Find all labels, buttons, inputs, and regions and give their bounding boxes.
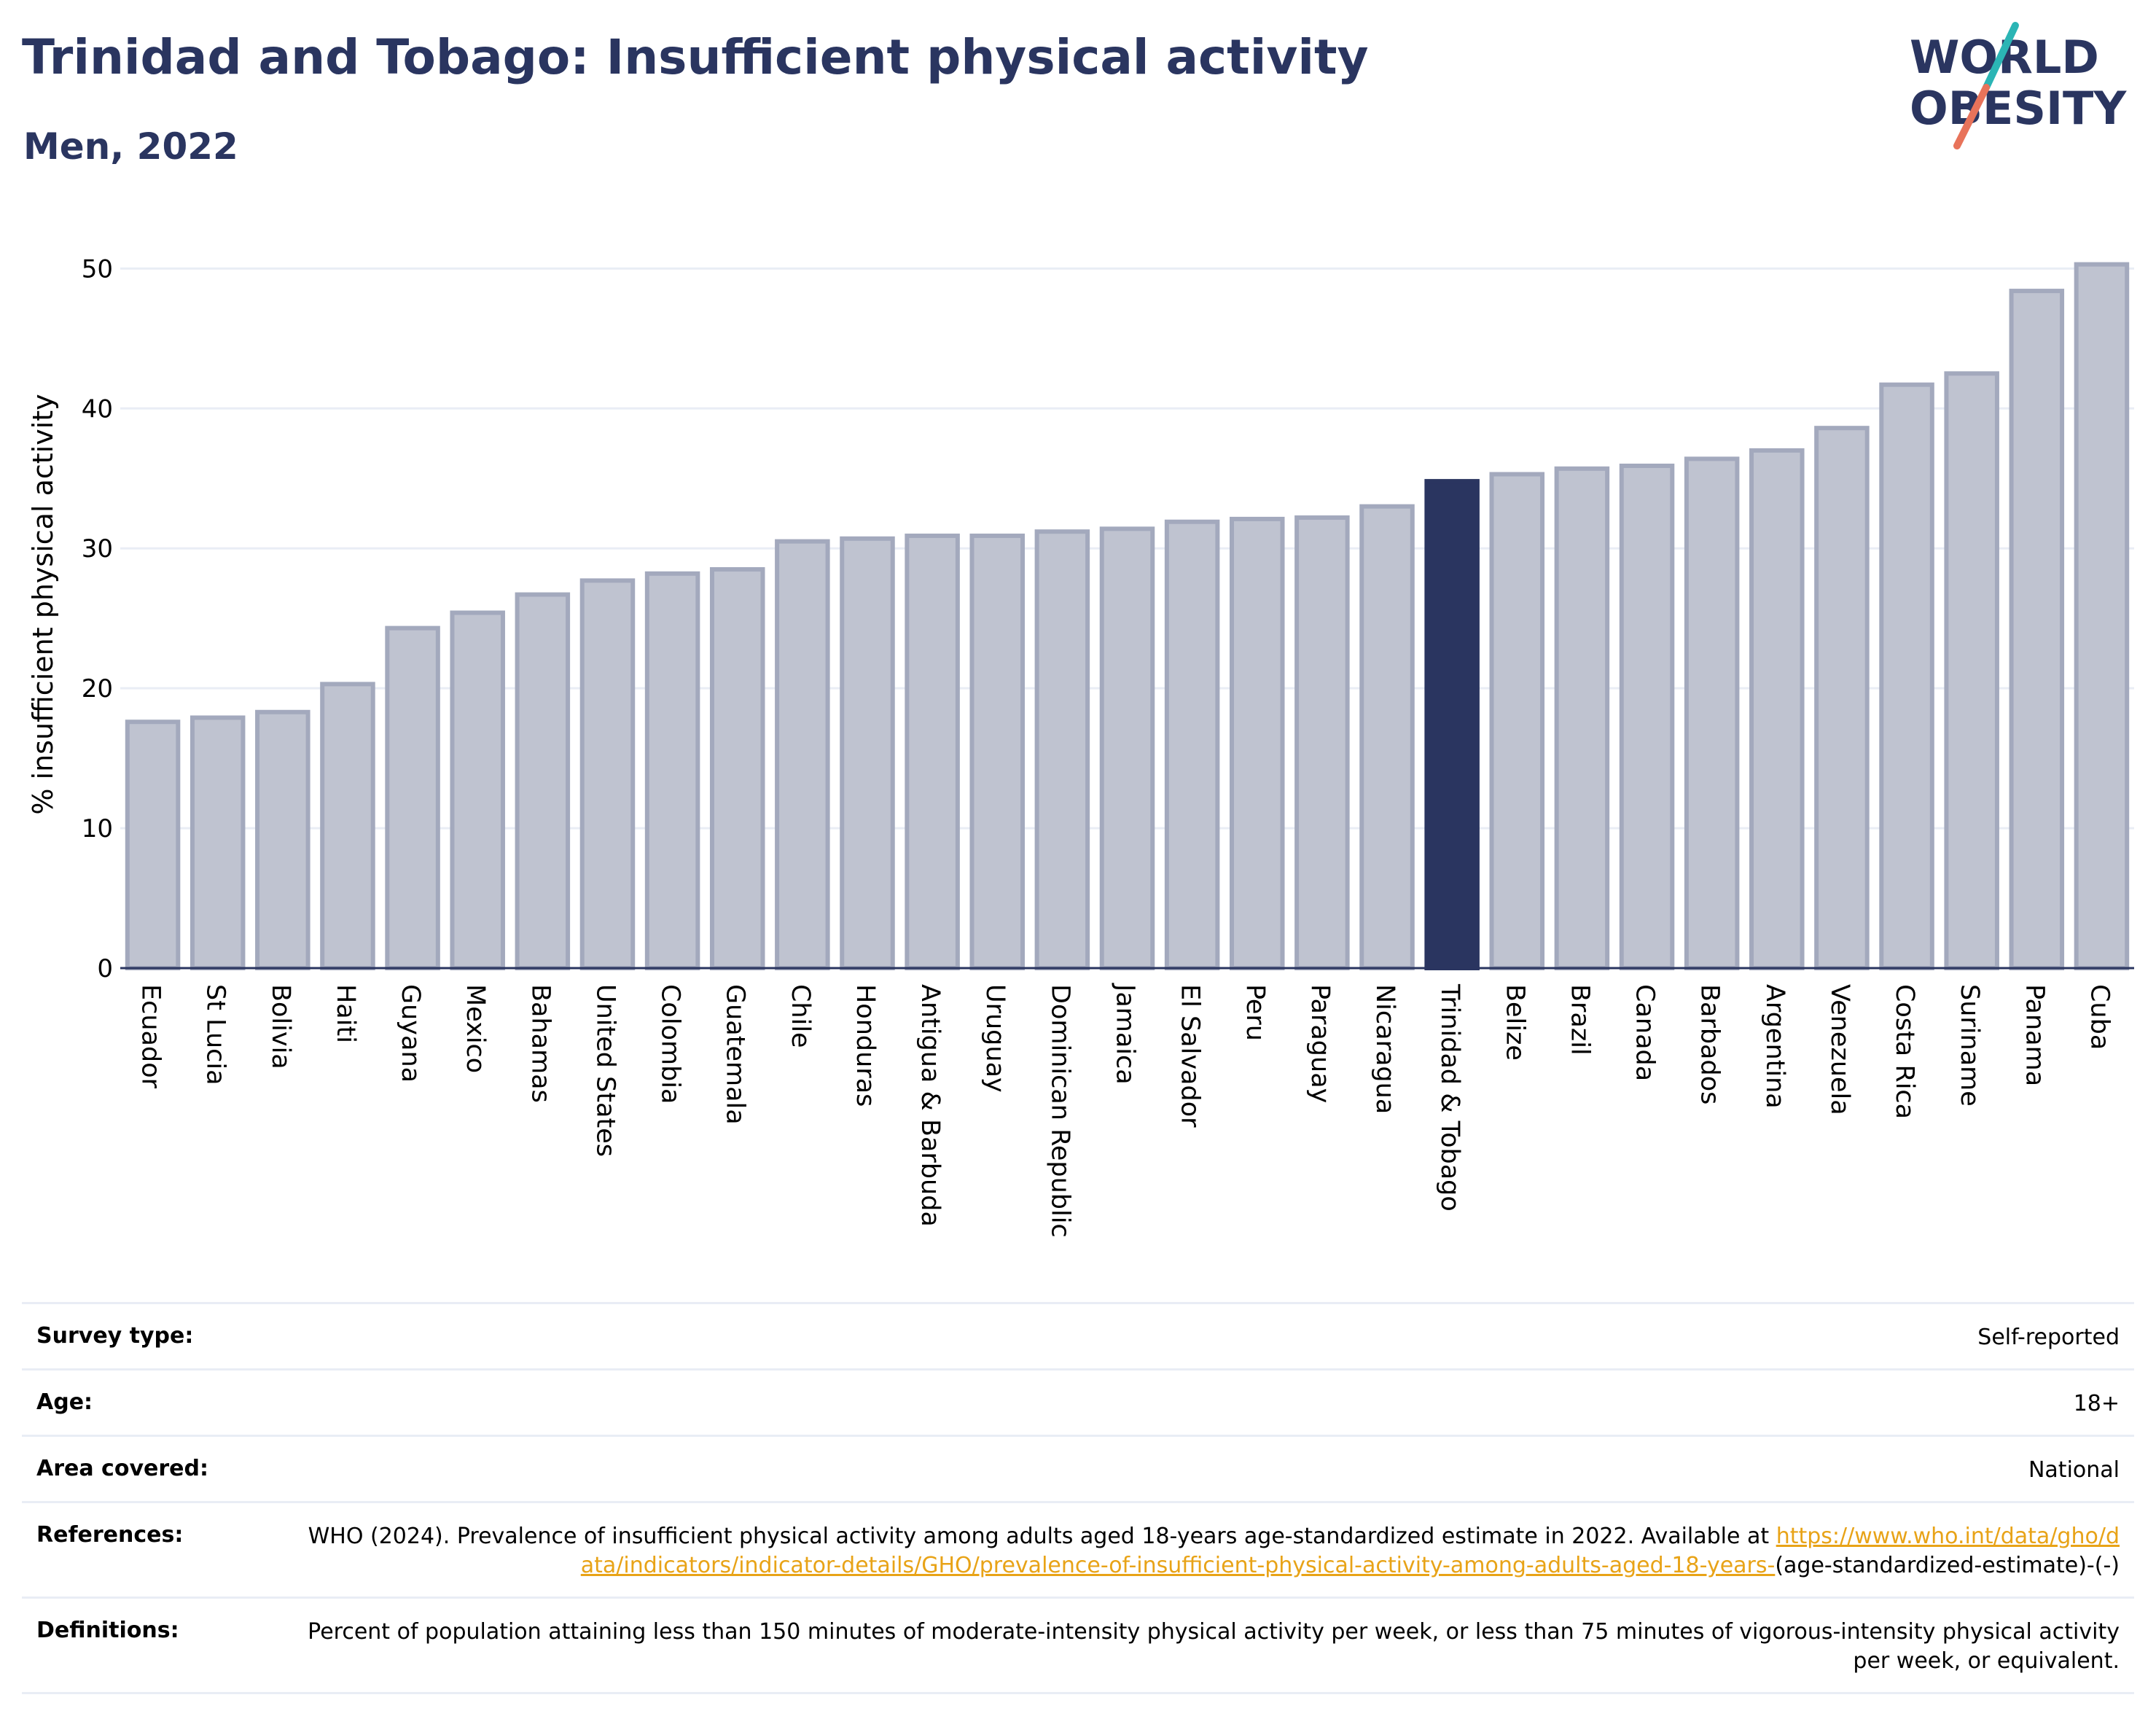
y-tick-label: 20 [82, 674, 113, 703]
bar [320, 682, 375, 971]
bar [1359, 504, 1415, 970]
bar [2074, 262, 2130, 970]
bar [644, 571, 700, 970]
bar [1489, 472, 1545, 970]
label-layer: 0 10 20 30 40 50 % insufficient physical activ… [27, 254, 2114, 1237]
bar-layer [125, 262, 2130, 971]
y-axis-title: % insufficient physical activity [27, 394, 59, 814]
chart-title: Trinidad and Tobago: Insufficient physic… [22, 29, 1369, 85]
x-tick-label: Brazil [1565, 984, 1594, 1056]
x-tick-label: Cuba [2085, 984, 2114, 1050]
bar [1619, 463, 1675, 970]
x-tick-label: Guatemala [721, 984, 750, 1125]
bar-chart: 0 10 20 30 40 50 % insufficient physical activ… [27, 254, 2134, 1238]
bar [385, 625, 440, 971]
x-tick-label: Jamaica [1111, 983, 1140, 1085]
x-tick-label: Colombia [656, 984, 685, 1104]
x-tick-label: Uruguay [980, 984, 1009, 1093]
y-tick-label: 30 [82, 534, 113, 564]
info-row-area: Area covered: National [22, 1435, 2134, 1501]
x-tick-label: United States [590, 984, 620, 1157]
logo-slash-coral [1953, 84, 1990, 149]
reference-text-after: (age-standardized-estimate)-(-) [1775, 1553, 2120, 1578]
x-tick-label: Paraguay [1305, 984, 1335, 1103]
x-tick-label: Argentina [1760, 984, 1789, 1109]
bar [255, 709, 310, 970]
bar [775, 539, 830, 970]
info-label: References: [36, 1522, 184, 1548]
bar [709, 567, 765, 970]
chart-subtitle: Men, 2022 [23, 125, 238, 168]
bar [1294, 515, 1350, 970]
world-obesity-logo: WORLD OBESITY [1910, 22, 2127, 149]
logo-line2: OBESITY [1910, 82, 2127, 135]
x-tick-label: St Lucia [201, 984, 230, 1085]
info-row-references: References: WHO (2024). Prevalence of in… [22, 1501, 2134, 1596]
bar [840, 536, 895, 970]
x-tick-label: Nicaragua [1370, 984, 1399, 1114]
x-tick-label: Canada [1630, 984, 1660, 1081]
info-value: Self-reported [1977, 1325, 2120, 1350]
bar [1034, 529, 1090, 970]
x-tick-label: Bolivia [266, 984, 295, 1069]
x-tick-label: Haiti [331, 984, 360, 1043]
bar [1554, 466, 1610, 971]
bar [1099, 526, 1155, 971]
info-value: 18+ [2073, 1391, 2120, 1416]
bar [905, 533, 960, 970]
info-label: Age: [36, 1389, 93, 1415]
bar [1424, 479, 1480, 971]
info-row-definitions: Definitions: Percent of population attai… [22, 1596, 2134, 1694]
reference-link[interactable]: https://www.who.int/data/gho/data/indica… [580, 1524, 2120, 1578]
bar [2009, 289, 2065, 971]
bar [1684, 456, 1740, 970]
x-tick-label: Barbados [1695, 984, 1725, 1104]
bar [515, 592, 571, 970]
y-tick-label: 10 [82, 814, 113, 843]
x-tick-label: Mexico [461, 984, 490, 1073]
bar [1749, 448, 1805, 970]
info-value: Percent of population attaining less tha… [308, 1619, 2120, 1674]
x-tick-label: Bahamas [526, 984, 555, 1103]
x-tick-label: Guyana [396, 984, 425, 1083]
x-tick-label: Suriname [1955, 984, 1984, 1107]
x-tick-label: Dominican Republic [1045, 984, 1074, 1238]
bar [190, 715, 246, 970]
bar [1164, 519, 1220, 970]
logo-slash-teal [1983, 22, 2019, 91]
bar [450, 610, 505, 970]
x-tick-label: Trinidad & Tobago [1435, 983, 1464, 1212]
x-tick-label: Costa Rica [1890, 984, 1919, 1119]
x-tick-label: Panama [2020, 984, 2049, 1086]
x-tick-label: Antigua & Barbuda [915, 984, 945, 1227]
reference-text: WHO (2024). Prevalence of insufficient p… [308, 1524, 1776, 1549]
info-value: National [2028, 1457, 2120, 1483]
bar [1229, 516, 1285, 970]
x-tick-label: Venezuela [1825, 984, 1854, 1115]
y-tick-label: 0 [97, 954, 113, 983]
x-tick-label: Belize [1500, 984, 1529, 1061]
info-row-survey-type: Survey type: Self-reported [22, 1302, 2134, 1368]
bar [969, 533, 1026, 970]
x-tick-label: Peru [1241, 984, 1270, 1041]
info-table: Survey type: Self-reported Age: 18+ Area… [22, 1302, 2134, 1694]
info-label: Survey type: [36, 1323, 194, 1349]
bar [579, 578, 636, 970]
info-label: Definitions: [36, 1618, 179, 1643]
bar [1944, 371, 1999, 971]
x-tick-label: Ecuador [136, 984, 165, 1089]
info-value: WHO (2024). Prevalence of insufficient p… [297, 1522, 2120, 1580]
info-row-age: Age: 18+ [22, 1368, 2134, 1435]
y-tick-label: 50 [82, 254, 113, 284]
info-label: Area covered: [36, 1456, 208, 1481]
x-tick-label: El Salvador [1176, 984, 1205, 1128]
y-tick-label: 40 [82, 394, 113, 424]
bar [1814, 426, 1870, 970]
x-tick-label: Chile [786, 984, 815, 1048]
bar [125, 720, 181, 970]
x-tick-label: Honduras [851, 984, 880, 1107]
bar [1879, 382, 1934, 970]
